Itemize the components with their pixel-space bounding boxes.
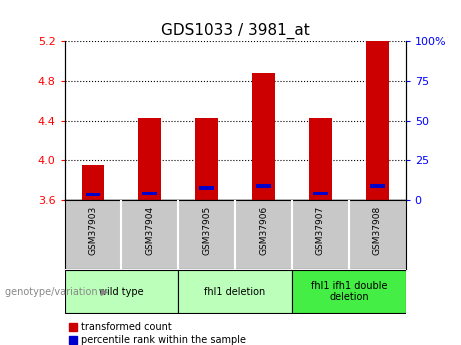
Bar bbox=[256, 184, 271, 188]
Title: GDS1033 / 3981_at: GDS1033 / 3981_at bbox=[161, 22, 309, 39]
Bar bbox=[309, 118, 332, 200]
Bar bbox=[252, 73, 275, 200]
Bar bbox=[82, 165, 104, 200]
Text: fhl1 deletion: fhl1 deletion bbox=[205, 287, 266, 296]
Bar bbox=[292, 270, 406, 313]
Text: fhl1 ifh1 double
deletion: fhl1 ifh1 double deletion bbox=[311, 281, 387, 302]
Text: wild type: wild type bbox=[99, 287, 144, 296]
Bar bbox=[366, 41, 389, 200]
Text: GSM37908: GSM37908 bbox=[373, 206, 382, 255]
Bar bbox=[195, 118, 218, 200]
Text: GSM37905: GSM37905 bbox=[202, 206, 211, 255]
Text: GSM37904: GSM37904 bbox=[145, 206, 154, 255]
Bar bbox=[138, 118, 161, 200]
Bar bbox=[65, 270, 178, 313]
Bar bbox=[86, 193, 100, 196]
Bar bbox=[178, 270, 292, 313]
Bar bbox=[199, 186, 214, 190]
Bar bbox=[313, 191, 328, 195]
Bar bbox=[370, 184, 384, 188]
Bar bbox=[142, 191, 157, 195]
Legend: transformed count, percentile rank within the sample: transformed count, percentile rank withi… bbox=[70, 322, 246, 345]
Text: GSM37903: GSM37903 bbox=[89, 206, 97, 255]
Text: GSM37906: GSM37906 bbox=[259, 206, 268, 255]
Text: genotype/variation ▶: genotype/variation ▶ bbox=[5, 287, 108, 296]
Text: GSM37907: GSM37907 bbox=[316, 206, 325, 255]
